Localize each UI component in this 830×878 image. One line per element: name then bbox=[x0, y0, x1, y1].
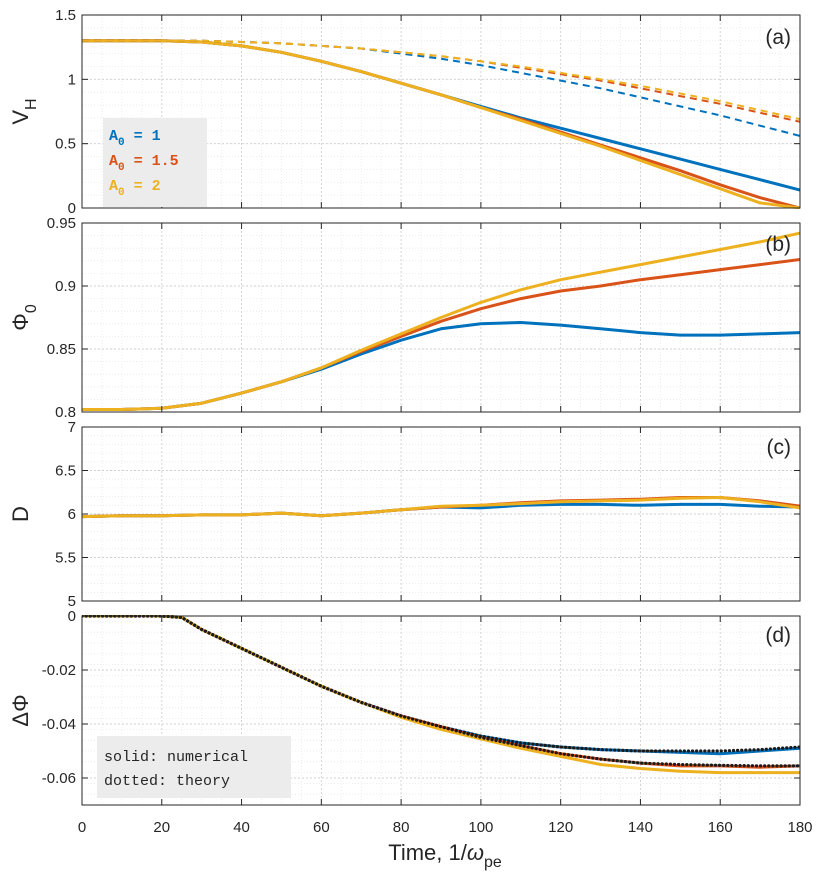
series-line-2 bbox=[82, 496, 800, 519]
series-line-4 bbox=[82, 39, 800, 123]
x-tick-label: 120 bbox=[548, 819, 573, 836]
axes-box bbox=[81, 14, 801, 209]
panel-tag: (d) bbox=[765, 624, 791, 647]
y-axis-label-sub: H bbox=[23, 98, 40, 110]
x-tick-label: 20 bbox=[153, 819, 170, 836]
series-line-5 bbox=[82, 39, 800, 121]
y-axis-label-main: D bbox=[8, 506, 33, 522]
x-tick-label: 80 bbox=[393, 819, 410, 836]
y-axis-label-main: ΔΦ bbox=[8, 694, 33, 726]
y-tick-label: 6.5 bbox=[55, 463, 76, 480]
legend-letter: A bbox=[109, 178, 118, 195]
series-group bbox=[82, 615, 800, 775]
series-line-4 bbox=[82, 615, 800, 768]
y-tick-label: 0.85 bbox=[47, 341, 76, 358]
series-line-2 bbox=[82, 231, 800, 411]
y-tick-label: 1.5 bbox=[55, 7, 76, 24]
panel-tag: (c) bbox=[767, 436, 792, 459]
y-axis-label: Φ0 bbox=[8, 304, 40, 331]
legend-line-theory: dotted: theory bbox=[104, 773, 230, 790]
legend-sub: 0 bbox=[118, 137, 125, 149]
x-tick-label: 100 bbox=[468, 819, 493, 836]
legend-d: solid: numerical dotted: theory bbox=[97, 736, 291, 798]
y-tick-label: -0.04 bbox=[42, 716, 76, 733]
legend-box bbox=[103, 118, 207, 207]
x-tick-label: 160 bbox=[708, 819, 733, 836]
y-tick-label: 0 bbox=[68, 608, 76, 625]
legend-line-numerical: solid: numerical bbox=[104, 749, 248, 766]
legend-letter: A bbox=[109, 128, 118, 145]
legend-sub: 0 bbox=[118, 187, 125, 199]
series-group bbox=[82, 231, 800, 411]
y-tick-label: 0.9 bbox=[55, 278, 76, 295]
panel-b: 0.8 0.85 0.9 0.95 Φ0 (b) bbox=[8, 215, 801, 421]
panels: 00.511.5VH(a)0.80.850.90.95Φ0(b)55.566.5… bbox=[8, 7, 801, 806]
legend-a: A0 = 1A0 = 1.5A0 = 2 bbox=[103, 118, 207, 207]
y-tick-label: 5.5 bbox=[55, 550, 76, 567]
x-tick-label: 180 bbox=[787, 819, 812, 836]
series-group bbox=[82, 39, 800, 209]
y-tick-label: 7 bbox=[68, 419, 76, 436]
y-axis-label: VH bbox=[8, 98, 40, 124]
legend-rest: = 2 bbox=[125, 178, 161, 195]
panel-tag: (b) bbox=[765, 233, 791, 256]
panel-c: 5 5.5 6 6.5 7 D (c) bbox=[8, 419, 801, 610]
y-tick-label: 0 bbox=[68, 200, 76, 217]
series-line-2 bbox=[82, 39, 800, 209]
y-tick-label: 1 bbox=[68, 71, 76, 88]
y-tick-label: 5 bbox=[68, 593, 76, 610]
y-tick-label: 0.5 bbox=[55, 136, 76, 153]
legend-letter: A bbox=[109, 153, 118, 170]
y-tick-label: -0.06 bbox=[42, 770, 76, 787]
series-group bbox=[82, 496, 800, 519]
legend-rest: = 1.5 bbox=[125, 153, 179, 170]
x-axis-label: Time, 1/ωpe bbox=[388, 840, 502, 871]
x-tick-label: 0 bbox=[78, 819, 86, 836]
legend-entry-1: A0 = 1.5 bbox=[109, 153, 179, 174]
y-axis-label-sub: 0 bbox=[23, 304, 40, 313]
y-tick-label: 6 bbox=[68, 506, 76, 523]
y-axis-label-main: Φ bbox=[8, 313, 33, 331]
y-tick-label: -0.02 bbox=[42, 662, 76, 679]
legend-entry-2: A0 = 2 bbox=[109, 178, 161, 199]
x-axis: 0 20 40 60 80 100 120 140 160 180 bbox=[78, 819, 813, 836]
y-axis-label-main: V bbox=[8, 110, 33, 125]
x-tick-label: 140 bbox=[628, 819, 653, 836]
axes-box bbox=[81, 615, 801, 806]
y-axis-label: ΔΦ bbox=[8, 694, 33, 726]
x-tick-label: 40 bbox=[233, 819, 250, 836]
axes-box bbox=[81, 222, 801, 413]
y-axis-label: D bbox=[8, 506, 33, 522]
legend-sub: 0 bbox=[118, 162, 125, 174]
panel-tag: (a) bbox=[765, 26, 791, 49]
legend-box bbox=[97, 736, 291, 798]
legend-rest: = 1 bbox=[125, 128, 161, 145]
series-line-3 bbox=[82, 39, 800, 137]
y-tick-label: 0.95 bbox=[47, 215, 76, 232]
legend-entry-0: A0 = 1 bbox=[109, 128, 161, 149]
y-tick-label: 0.8 bbox=[55, 404, 76, 421]
x-tick-label: 60 bbox=[313, 819, 330, 836]
